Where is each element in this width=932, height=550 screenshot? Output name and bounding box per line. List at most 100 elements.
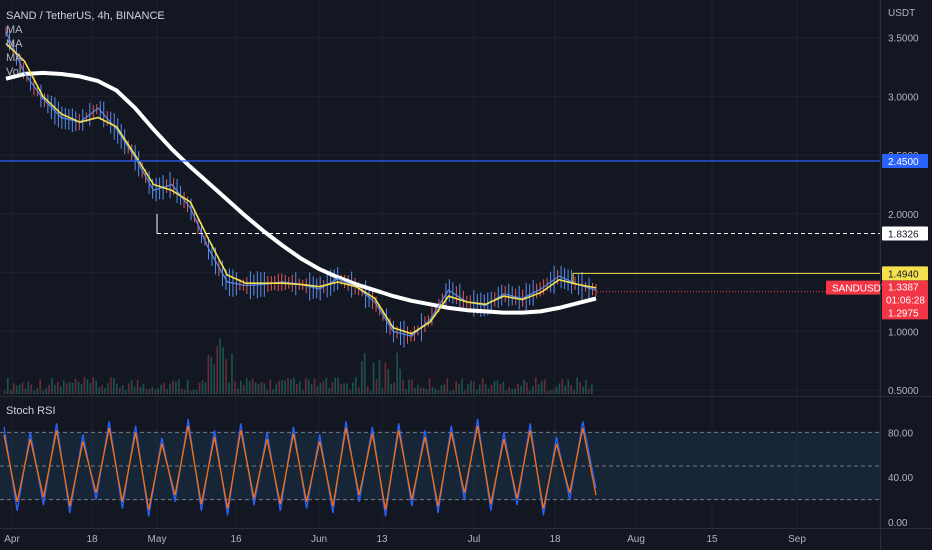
volume-bar (145, 389, 148, 394)
volume-bar (175, 381, 177, 394)
volume-bar (346, 383, 348, 394)
volume-bar (74, 378, 77, 394)
tag-2-45: 2.4500 (888, 157, 919, 168)
ma-legend-2[interactable]: MA (6, 38, 23, 50)
ma-legend-3[interactable]: MA (6, 52, 23, 64)
volume-bar (269, 379, 272, 394)
volume-bar (540, 381, 543, 394)
volume-bar (372, 362, 375, 394)
volume-bar (54, 384, 56, 394)
volume-bar (387, 368, 390, 394)
volume-bar (529, 390, 531, 394)
tag-last-price: 1.3387 (888, 283, 919, 294)
volume-bar (360, 361, 363, 394)
tag-2-45-bg (882, 153, 928, 168)
volume-bar (414, 388, 416, 394)
volume-bar (567, 379, 570, 394)
volume-bar (12, 383, 15, 394)
volume-bar (83, 377, 86, 394)
volume-legend[interactable]: Vol (6, 66, 22, 78)
tag-symbol-bg (826, 280, 880, 295)
volume-bar (290, 379, 292, 394)
volume-bar (18, 384, 21, 394)
volume-bar (51, 378, 53, 394)
tag-1-2975: 1.2975 (888, 308, 919, 319)
volume-bar (576, 377, 578, 394)
time-tick-label: 18 (86, 534, 98, 545)
volume-bar (358, 387, 360, 394)
volume-bar (437, 390, 440, 394)
volume-bar (89, 382, 92, 394)
volume-bar (127, 383, 130, 394)
volume-bar (296, 383, 298, 394)
volume-bar (98, 387, 100, 394)
volume-bar (240, 380, 242, 394)
chart-legend: SAND / TetherUS, 4h, BINANCE MA MA MA Vo… (6, 9, 165, 79)
volume-bar (349, 389, 351, 394)
volume-bar (281, 380, 283, 394)
volume-bar (543, 379, 546, 394)
price-tick-label: 1.0000 (888, 327, 919, 338)
volume-bar (481, 378, 484, 394)
volume-bar (195, 389, 198, 394)
volume-bar (65, 383, 68, 394)
volume-bar (419, 387, 422, 394)
volume-bar (455, 381, 457, 394)
stoch-rsi-title[interactable]: Stoch RSI (6, 405, 56, 417)
volume-bar (340, 383, 342, 394)
volume-bar (157, 388, 159, 394)
volume-bar (9, 390, 12, 394)
volume-bar (446, 378, 449, 394)
volume-bar (24, 388, 27, 394)
stoch-tick-label: 0.00 (888, 518, 908, 529)
volume-bar (299, 380, 301, 394)
volume-bar (405, 388, 407, 394)
volume-bar (478, 384, 481, 394)
time-tick-label: 13 (376, 534, 388, 545)
symbol-title[interactable]: SAND / TetherUS, 4h, BINANCE (6, 10, 165, 22)
volume-bar (493, 380, 496, 394)
volume-bar (222, 347, 224, 394)
volume-bar (573, 389, 575, 394)
volume-bar (245, 378, 248, 394)
volume-bar (490, 384, 493, 394)
volume-bar (473, 381, 475, 394)
volume-bar (234, 381, 236, 394)
tag-1-2975-bg (882, 305, 928, 320)
volume-bar (110, 377, 112, 394)
volume-bar (15, 385, 18, 394)
volume-bar (166, 389, 168, 394)
volume-bar (210, 356, 213, 394)
volume-bar (148, 389, 151, 394)
volume-bar (378, 360, 381, 394)
volume-bar (36, 388, 39, 394)
ma-fast-line (5, 42, 597, 335)
volume-bar (57, 381, 59, 394)
volume-bar (535, 377, 537, 394)
volume-bar (532, 386, 534, 394)
volume-bar (21, 382, 24, 394)
volume-bar (33, 390, 36, 394)
volume-bar (27, 381, 30, 394)
volume-bar (505, 390, 508, 394)
volume-bar (80, 383, 83, 394)
volume-bar (343, 383, 345, 394)
volume-bar (160, 384, 162, 394)
price-tick-label: 3.5000 (888, 34, 919, 45)
volume-bar (508, 387, 511, 394)
volume-bar (355, 377, 357, 394)
tag-countdown: 01:06:28 (886, 296, 925, 307)
volume-bar (192, 389, 195, 394)
volume-bar (316, 386, 319, 394)
volume-bar (60, 386, 62, 394)
volume-bar (390, 383, 393, 394)
ma-legend-1[interactable]: MA (6, 24, 23, 36)
volume-bar (514, 388, 516, 394)
volume-bar (352, 382, 354, 394)
volume-bar (363, 353, 366, 394)
volume-bar (216, 346, 218, 394)
volume-bar (201, 380, 204, 394)
volume-bar (45, 388, 47, 394)
volume-bar (307, 379, 310, 394)
